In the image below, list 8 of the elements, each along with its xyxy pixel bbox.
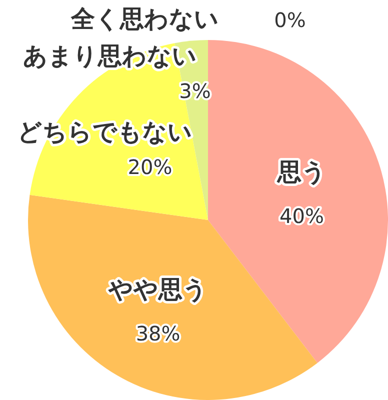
data-label: 3%	[179, 79, 211, 103]
slice-label: やや思う	[108, 275, 208, 304]
data-label: 38%	[136, 321, 180, 346]
data-label: 40%	[280, 204, 324, 228]
text: 0%	[274, 8, 306, 32]
slice-label: 思う	[276, 158, 326, 186]
data-label: 20%	[128, 155, 172, 179]
category-label: 全く思わない	[71, 5, 219, 33]
